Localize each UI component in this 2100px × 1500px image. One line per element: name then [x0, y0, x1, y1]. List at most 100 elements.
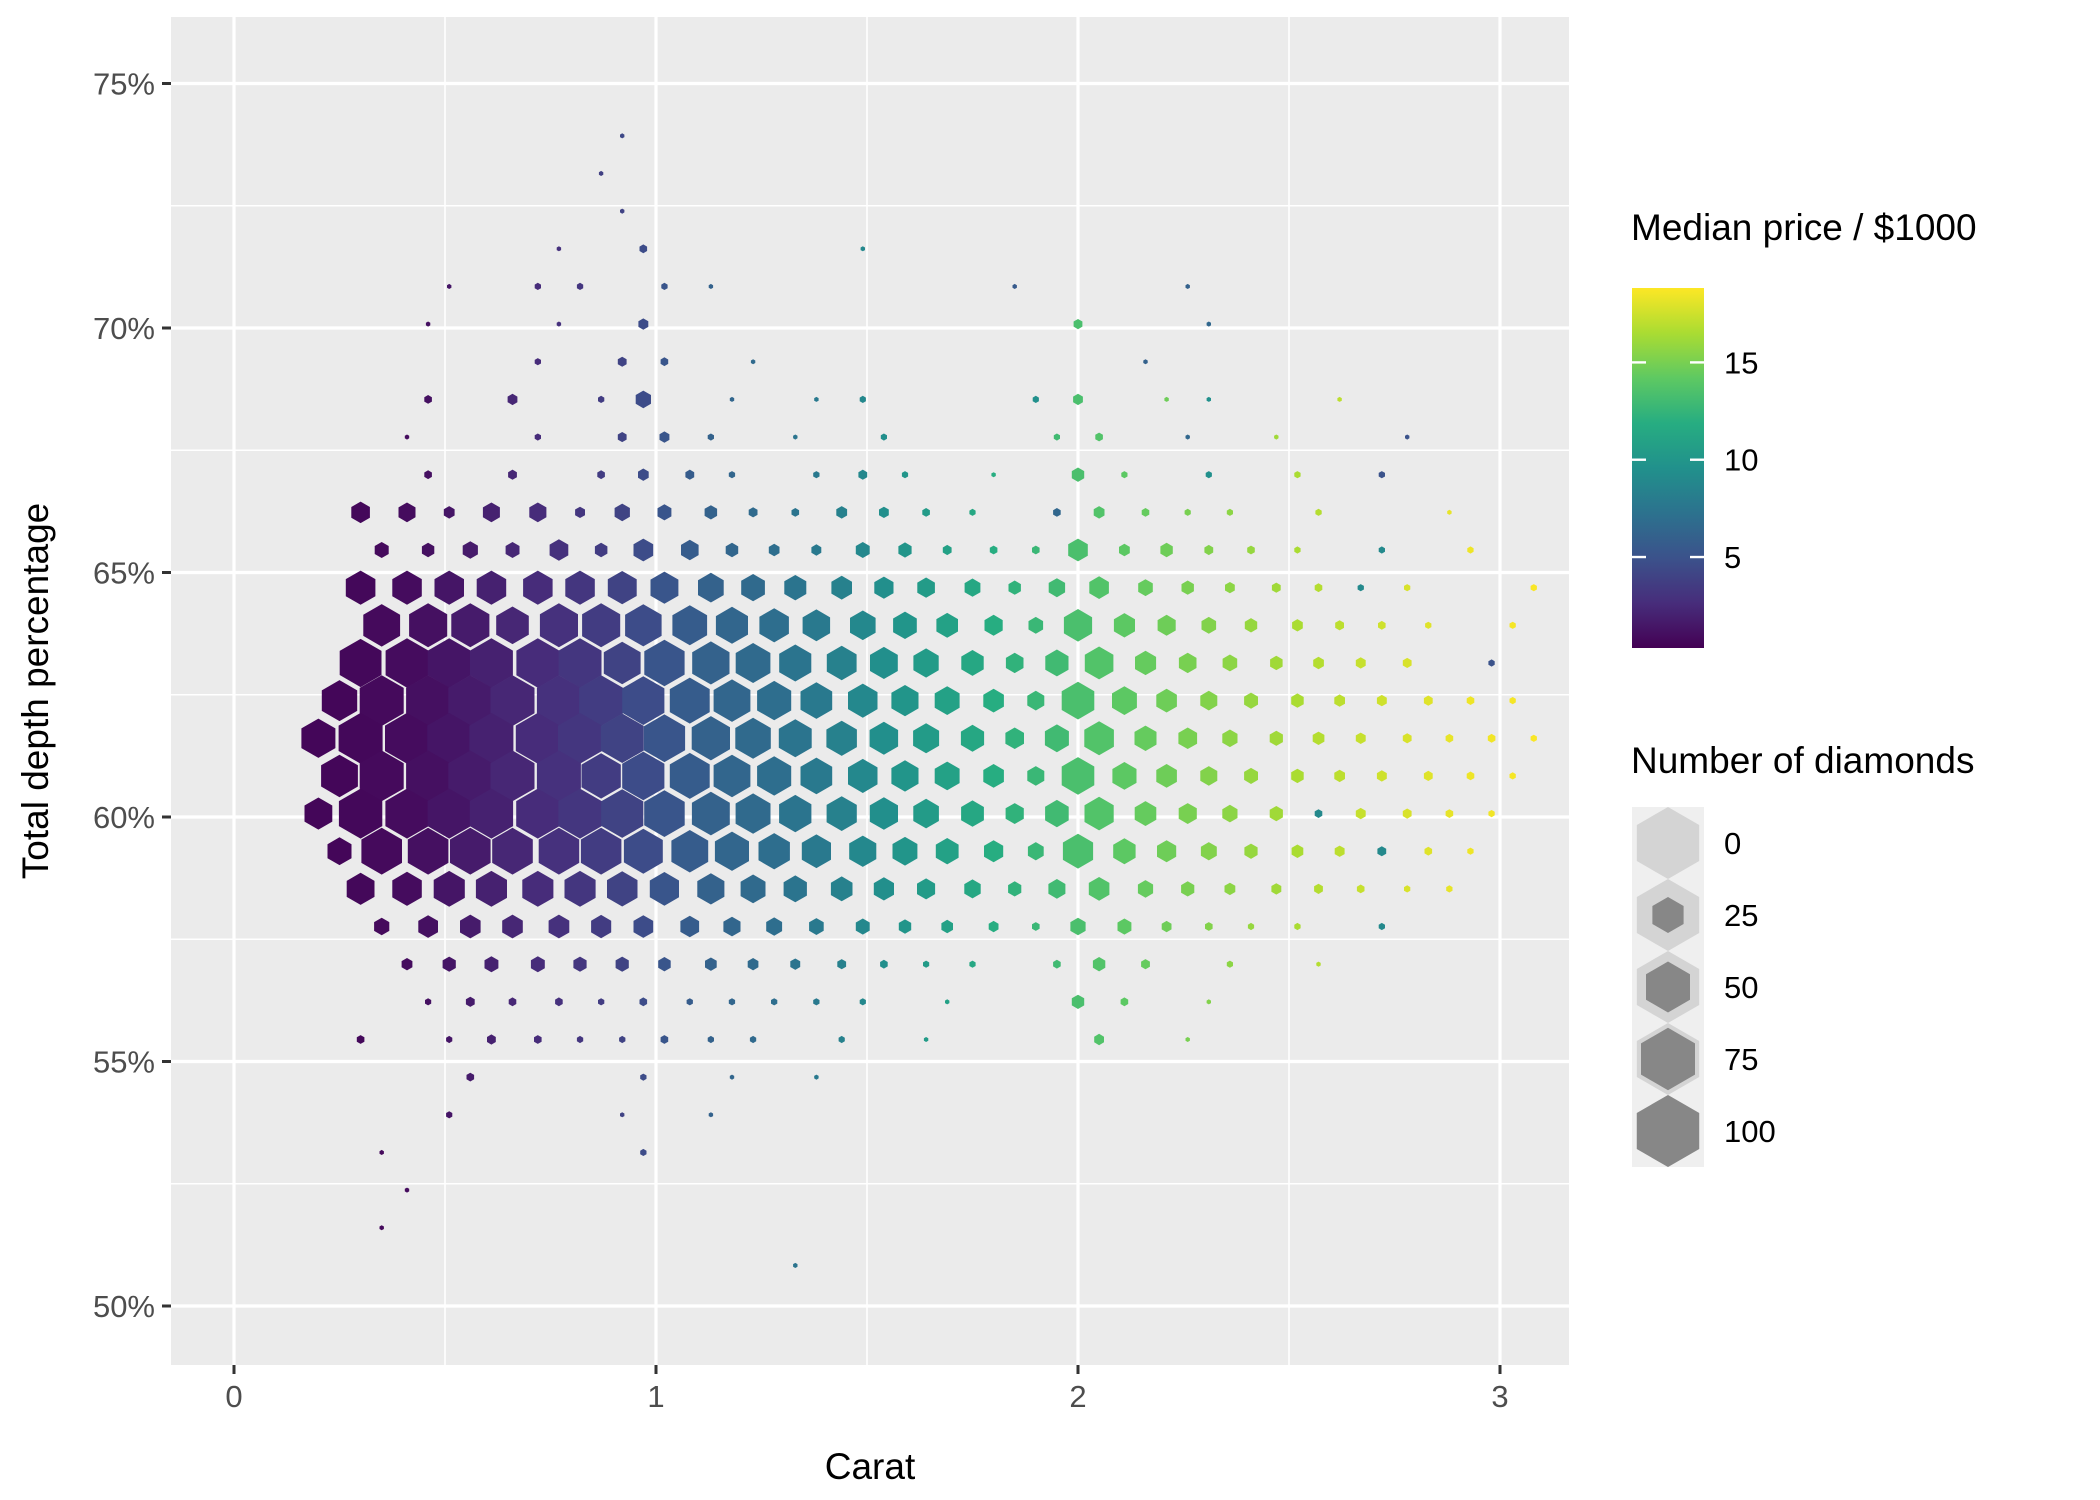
hexbin-cell: [991, 472, 996, 478]
hexbin-cell: [814, 1074, 819, 1080]
hexbin-cell: [1137, 880, 1154, 898]
hexbin-cell: [783, 875, 807, 903]
hexbin-cell: [401, 958, 413, 971]
hexbin-cell: [448, 750, 493, 802]
hexbin-cell: [1061, 681, 1095, 720]
hexbin-cell: [1488, 810, 1495, 818]
hexbin-cell: [1291, 844, 1304, 858]
hexbin-cell: [964, 578, 981, 597]
hexbin-cell: [1070, 917, 1086, 936]
hexbin-cell: [913, 723, 940, 754]
hexbin-cell: [620, 133, 625, 139]
hexbin-cell: [1247, 922, 1255, 931]
hexbin-cell: [1530, 734, 1537, 742]
hexbin-cell: [691, 791, 730, 836]
hexbin-cell: [619, 1035, 626, 1044]
hexbin-cell: [1312, 731, 1325, 745]
hexbin-cell: [418, 915, 438, 938]
hexbin-cell: [1467, 847, 1474, 855]
hexbin-cell: [923, 1037, 929, 1042]
hexbin-cell: [576, 1035, 584, 1044]
hexbin-cell: [427, 638, 471, 688]
y-tick-label: 75%: [93, 67, 155, 102]
hexbin-cell: [356, 1035, 365, 1044]
hexbin-cell: [558, 638, 602, 688]
hexbin-cell: [580, 827, 622, 875]
hexbin-cell: [801, 834, 831, 869]
hexbin-cell: [831, 575, 852, 600]
hexbin-cell: [850, 610, 876, 641]
hexbin-cell: [826, 796, 857, 831]
x-tick-label: 0: [225, 1379, 242, 1414]
hexbin-cell: [385, 788, 429, 839]
hexbin-cell: [1314, 809, 1323, 818]
hexbin-cell: [446, 1035, 453, 1044]
hexbin-cell: [661, 282, 668, 290]
hexbin-cell: [728, 998, 736, 1006]
hexbin-cell: [591, 914, 612, 939]
hexbin-cell: [304, 797, 333, 830]
hexbin-cell: [534, 433, 541, 441]
hexbin-cell: [898, 542, 912, 558]
hexbin-cell: [1424, 846, 1433, 856]
hexbin-cell: [1121, 471, 1128, 479]
hexbin-cell: [1291, 768, 1304, 784]
hexbin-cell: [1206, 321, 1211, 327]
hexbin-cell: [874, 576, 894, 599]
hexbin-cell: [1053, 508, 1061, 517]
hexbin-cell: [672, 605, 708, 646]
hexbin-cell: [321, 680, 358, 722]
hexbin-cell: [363, 604, 401, 647]
hexbin-cell: [1313, 656, 1324, 670]
hexbin-cell: [622, 676, 665, 725]
hexbin-cell: [740, 874, 766, 904]
hexbin-cell: [442, 956, 456, 972]
hexbin-cell: [622, 751, 665, 801]
hexbin-cell: [1200, 690, 1218, 711]
hexbin-cell: [1200, 766, 1218, 786]
hexbin-cell: [650, 571, 679, 604]
hexbin-cell: [598, 170, 604, 176]
hexbin-cell: [1044, 724, 1069, 753]
hexbin-cell: [778, 719, 812, 758]
hexbin-cell: [1244, 843, 1258, 859]
hexbin-cell: [433, 870, 465, 907]
hexbin-cell: [984, 840, 1004, 863]
hexbin-cell: [539, 603, 578, 648]
hexbin-cell: [725, 542, 739, 558]
hexbin-cell: [814, 396, 819, 402]
hexbin-cell: [771, 998, 778, 1006]
hexbin-cell: [680, 915, 700, 938]
hexbin-cell: [1467, 546, 1474, 554]
hexbin-cell: [385, 712, 429, 764]
hexbin-cell: [1270, 655, 1283, 671]
hexbin-cell: [1112, 762, 1137, 790]
hexbin-cell: [1012, 283, 1017, 289]
hexbin-cell: [1141, 959, 1150, 970]
hexbin-cell: [830, 876, 853, 902]
hexbin-cell: [934, 686, 960, 715]
hexbin-cell: [1119, 543, 1130, 557]
hexbin-cell: [858, 469, 868, 480]
hexbin-cell: [969, 508, 976, 516]
hexbin-cell: [1315, 508, 1322, 516]
hexbin-cell: [960, 724, 985, 752]
size-legend-hexagon-icon: [1646, 961, 1690, 1013]
hexbin-cell: [404, 1187, 410, 1193]
hexbin-cell: [1048, 578, 1066, 598]
hexbin-cell: [425, 321, 431, 327]
hexbin-cell: [749, 1035, 757, 1044]
hexbin-cell: [713, 679, 751, 722]
hexbin-cell: [564, 870, 596, 907]
hexbin-cell: [339, 638, 382, 688]
hexbin-cell: [741, 574, 765, 602]
hexbin-cell: [643, 714, 686, 763]
hexbin-cell: [536, 675, 581, 726]
hexbin-cell: [879, 506, 889, 518]
hexbin-cell: [601, 789, 644, 838]
y-tick-label: 65%: [93, 556, 155, 591]
hexbin-cell: [988, 920, 999, 933]
hexbin-cell: [671, 830, 709, 873]
hexbin-cell: [1005, 803, 1024, 824]
hexbin-cell: [490, 675, 535, 726]
